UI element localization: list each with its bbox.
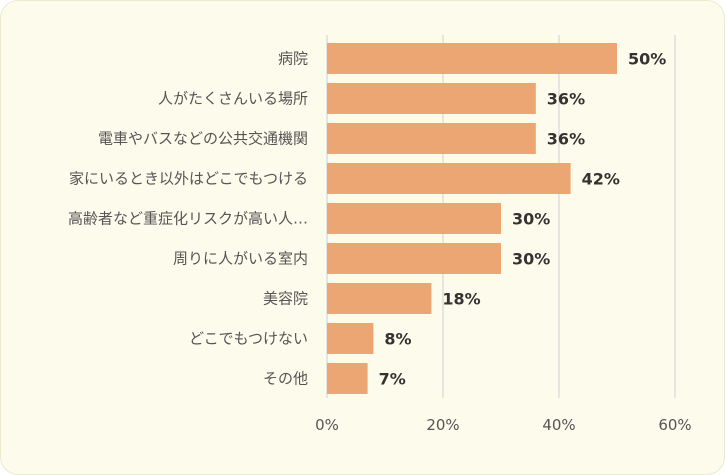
bar (327, 43, 617, 74)
data-label: 42% (582, 170, 620, 189)
bar (327, 83, 536, 114)
bar (327, 163, 571, 194)
bar (327, 123, 536, 154)
data-label: 36% (547, 90, 585, 109)
bars (327, 43, 617, 394)
data-label: 7% (379, 370, 406, 389)
x-tick-label: 20% (426, 416, 459, 434)
category-label: 人がたくさんいる場所 (158, 90, 308, 108)
category-label: その他 (263, 370, 308, 388)
bar (327, 283, 432, 314)
data-label: 30% (512, 250, 550, 269)
bar (327, 323, 374, 354)
data-label: 30% (512, 210, 550, 229)
category-labels: 病院人がたくさんいる場所電車やバスなどの公共交通機関家にいるとき以外はどこでもつ… (68, 50, 308, 388)
x-tick-label: 0% (315, 416, 339, 434)
data-label: 8% (384, 330, 411, 349)
category-label: 電車やバスなどの公共交通機関 (98, 130, 308, 148)
data-label: 18% (442, 290, 480, 309)
x-tick-label: 40% (542, 416, 575, 434)
category-label: 周りに人がいる室内 (173, 250, 308, 268)
value-labels: 50% 36% 36% 42% 30% 30% 18% 8% 7% (379, 50, 667, 389)
category-label: どこでもつけない (189, 330, 308, 348)
category-label: 家にいるとき以外はどこでもつける (69, 170, 308, 188)
category-label: 高齢者など重症化リスクが高い人… (68, 210, 308, 228)
data-label: 36% (547, 130, 585, 149)
bar (327, 363, 368, 394)
data-label: 50% (628, 50, 666, 69)
bar (327, 203, 501, 234)
bar (327, 243, 501, 274)
x-axis-ticks: 0% 20% 40% 60% (315, 416, 692, 434)
category-label: 美容院 (263, 290, 308, 308)
category-label: 病院 (278, 50, 308, 68)
x-tick-label: 60% (658, 416, 691, 434)
